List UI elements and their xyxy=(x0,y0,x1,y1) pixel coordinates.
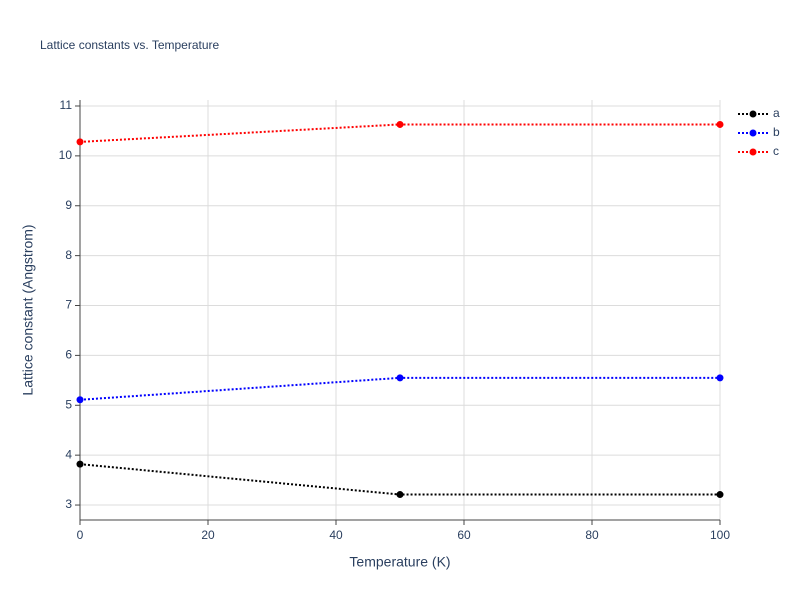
legend-label: a xyxy=(773,106,780,120)
data-point xyxy=(76,138,84,146)
x-tick-label: 100 xyxy=(710,528,730,542)
x-axis-title: Temperature (K) xyxy=(349,554,450,570)
x-tick-label: 20 xyxy=(201,528,215,542)
legend-label: c xyxy=(773,144,779,158)
series-line xyxy=(79,463,720,496)
data-point xyxy=(396,120,404,128)
data-point xyxy=(396,374,404,382)
legend-marker xyxy=(749,110,757,118)
y-tick-label: 5 xyxy=(65,397,72,411)
y-tick-label: 9 xyxy=(65,198,72,212)
y-axis-title: Lattice constant (Angstrom) xyxy=(20,224,36,395)
data-point xyxy=(76,460,84,468)
data-point xyxy=(716,491,724,499)
legend-marker xyxy=(749,129,757,137)
y-tick-label: 11 xyxy=(60,98,73,112)
chart-title: Lattice constants vs. Temperature xyxy=(40,38,220,52)
x-tick-label: 40 xyxy=(329,528,343,542)
x-tick-label: 0 xyxy=(77,528,84,542)
y-tick-label: 4 xyxy=(65,447,72,461)
y-tick-label: 6 xyxy=(65,348,72,362)
y-tick-label: 10 xyxy=(59,148,73,162)
x-tick-label: 80 xyxy=(585,528,599,542)
y-tick-label: 3 xyxy=(65,497,72,511)
data-point xyxy=(76,396,84,404)
legend-label: b xyxy=(773,125,780,139)
y-tick-label: 7 xyxy=(65,298,72,312)
legend-marker xyxy=(749,148,757,156)
data-point xyxy=(716,120,724,128)
y-tick-label: 8 xyxy=(65,248,72,262)
x-tick-label: 60 xyxy=(457,528,471,542)
data-point xyxy=(396,491,404,499)
data-point xyxy=(716,374,724,382)
